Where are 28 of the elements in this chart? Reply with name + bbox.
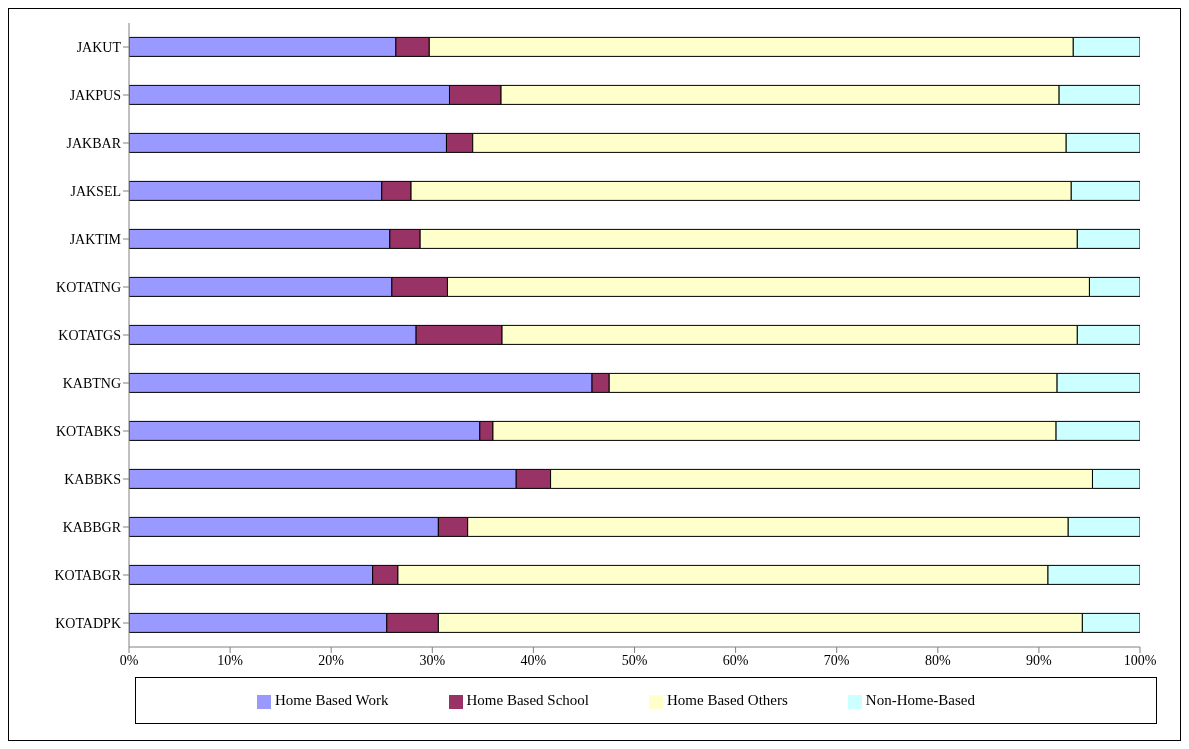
x-tick-label: 70% [823,652,850,668]
y-tick-label: KOTADPK [55,615,121,631]
x-tick-label: 60% [722,652,749,668]
y-tick-label: JAKPUS [69,87,121,103]
y-tick-label: KABBGR [62,519,122,535]
y-tick-label: JAKSEL [70,183,121,199]
x-tick-label: 10% [217,652,244,668]
x-tick-label: 80% [924,652,951,668]
x-tick-label: 50% [621,652,648,668]
x-tick-label: 40% [520,652,547,668]
legend-label: Home Based Work [275,692,389,708]
y-tick-label: KOTABGR [54,567,122,583]
y-tick-label: KABTNG [62,375,121,391]
x-tick-label: 90% [1026,652,1053,668]
y-tick-label: JAKTIM [69,231,122,247]
x-tick-label: 100% [1123,652,1157,668]
y-tick-label: KOTABKS [56,423,121,439]
y-tick-label: JAKBAR [66,135,122,151]
y-tick-label: KOTATNG [56,279,121,295]
legend-label: Home Based Others [667,692,788,708]
x-tick-label: 30% [419,652,446,668]
legend-label: Non-Home-Based [865,692,975,708]
y-tick-label: JAKUT [76,39,122,55]
x-tick-label: 0% [119,652,139,668]
y-tick-label: KABBKS [64,471,121,487]
x-tick-label: 20% [318,652,345,668]
legend-label: Home Based School [466,692,590,708]
y-tick-label: KOTATGS [58,327,121,343]
